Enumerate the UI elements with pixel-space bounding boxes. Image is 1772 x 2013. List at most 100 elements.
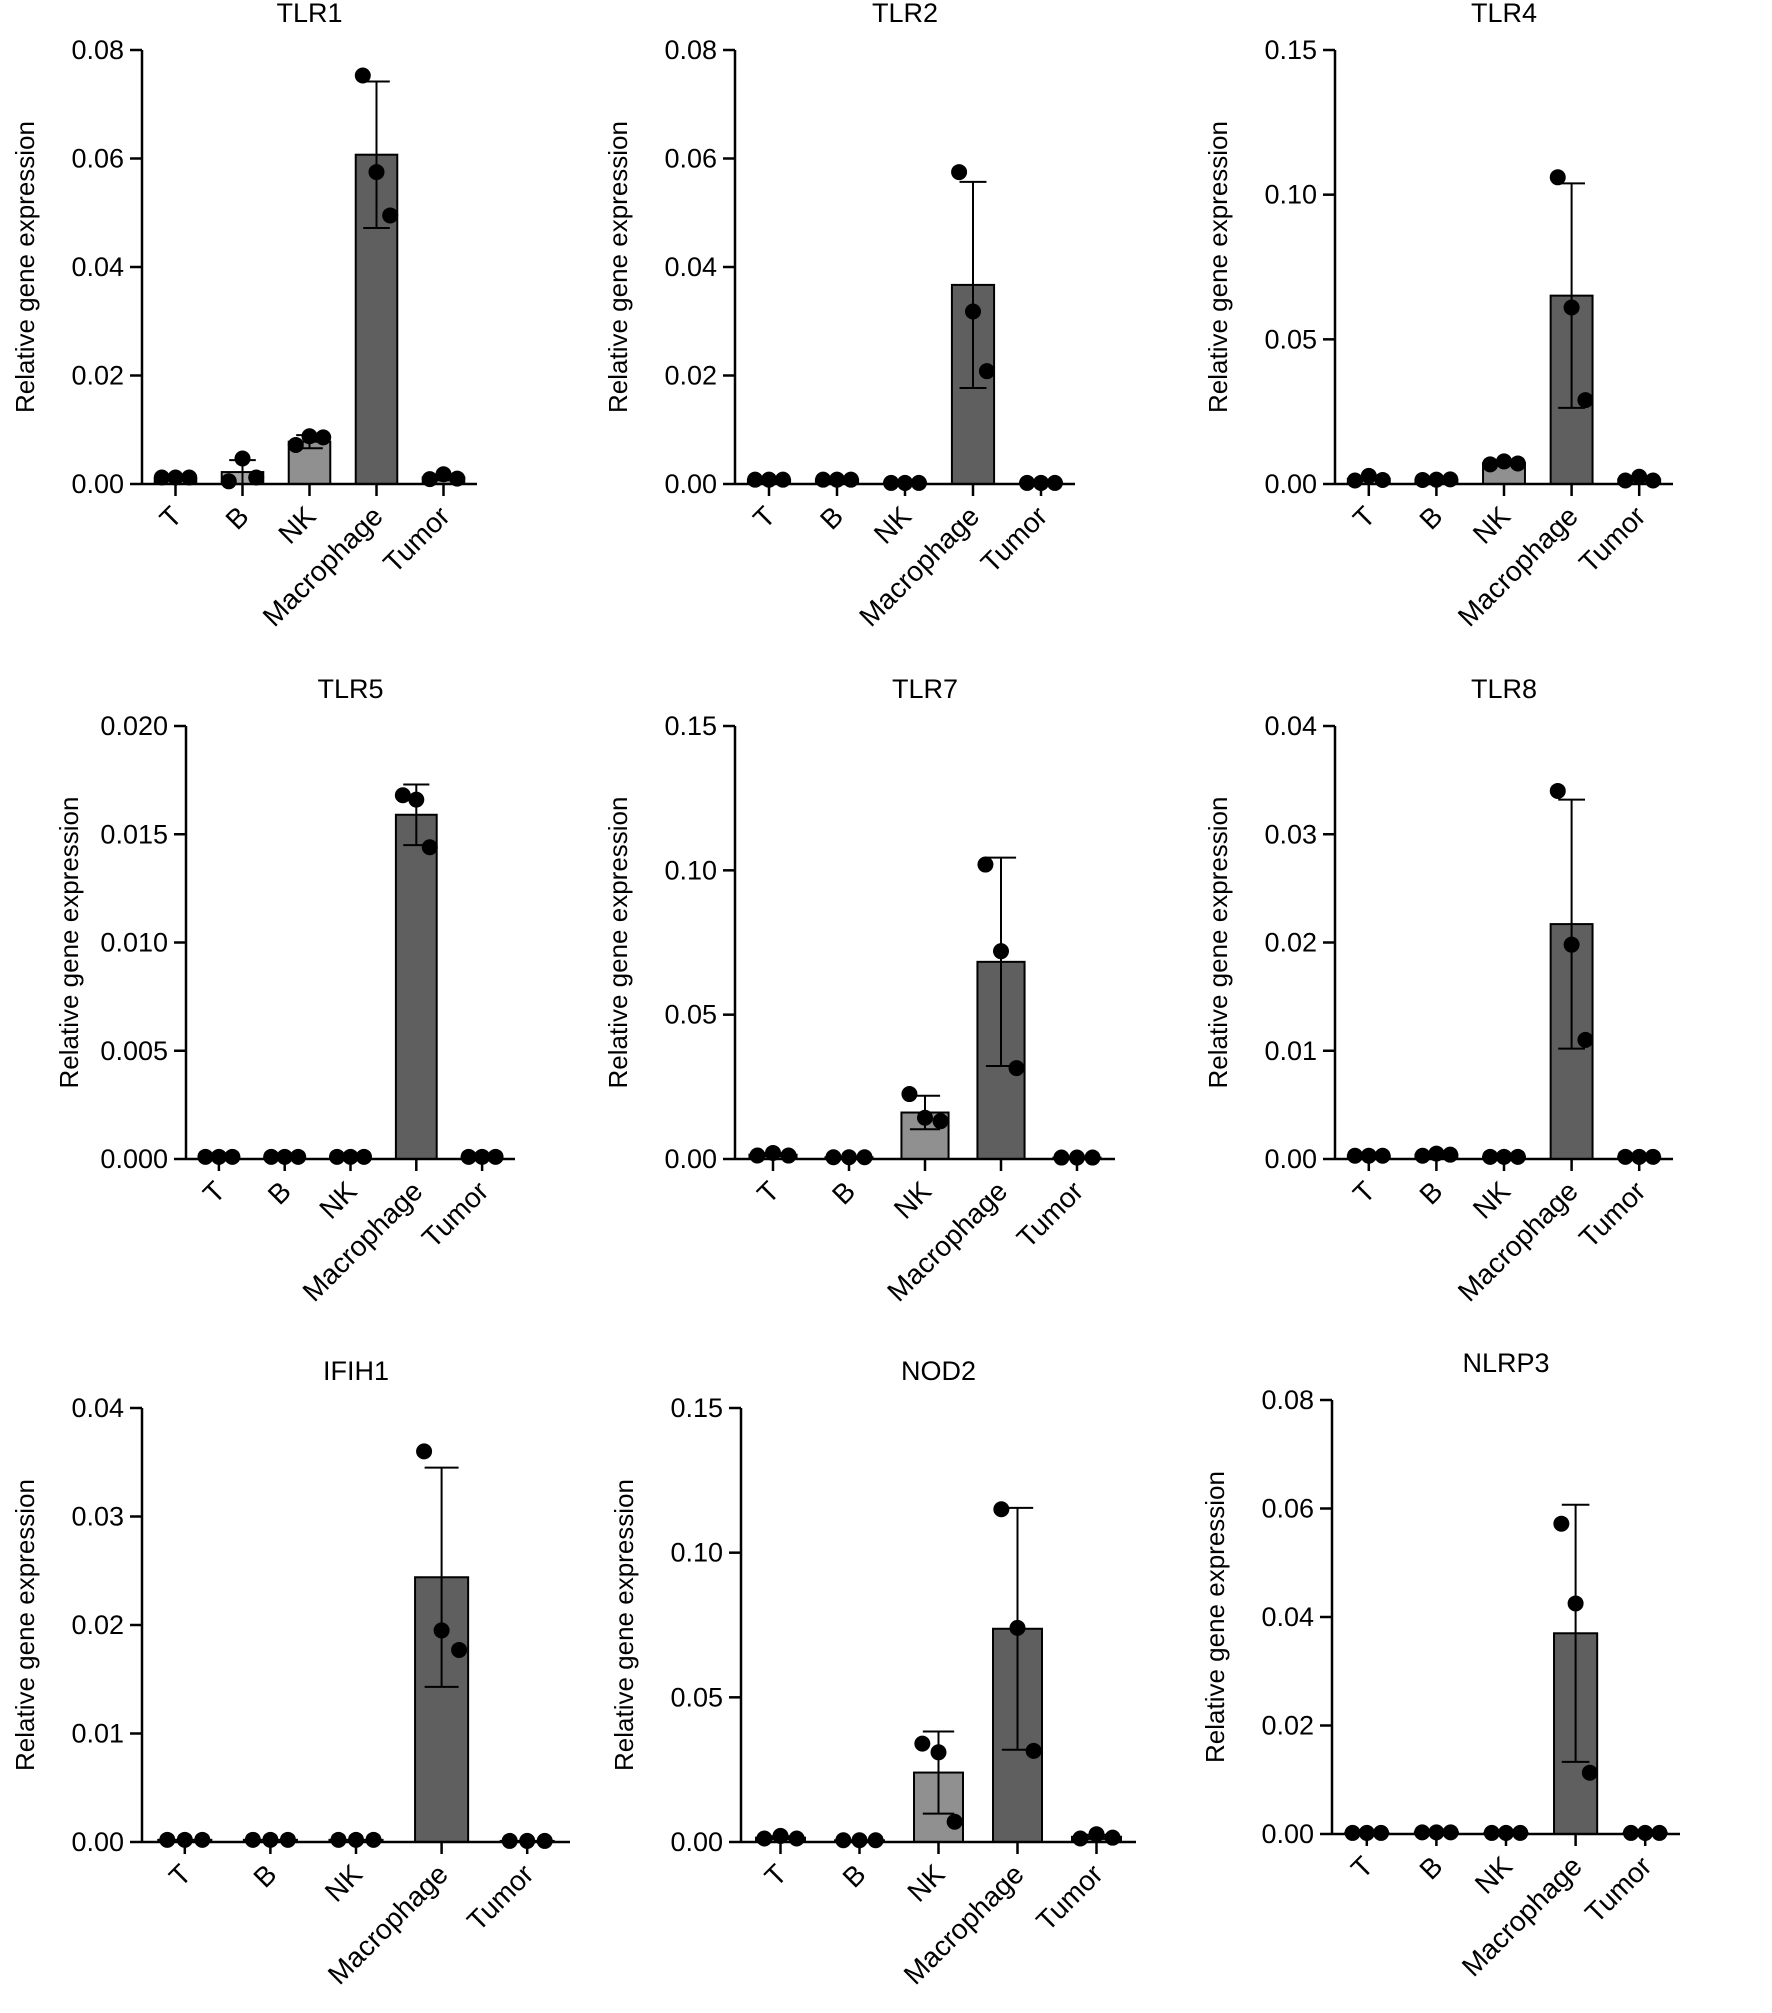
point-tlr5-t-2 [210, 1148, 227, 1165]
point-tlr4-t-3 [1374, 471, 1391, 488]
point-nod2-tumor-3 [1104, 1829, 1121, 1846]
y-axis-label-tlr1: Relative gene expression [10, 121, 40, 413]
y-tick-label-tlr7-0: 0.00 [664, 1144, 717, 1174]
point-ifih1-b-3 [279, 1831, 296, 1848]
point-nlrp3-b-1 [1414, 1824, 1431, 1841]
point-tlr7-macrophage-2 [993, 943, 1009, 960]
panel-tlr2: TLR2 Relative gene expression 0.00 0.02 0.04… [603, 0, 1075, 632]
point-nlrp3-macrophage-2 [1567, 1595, 1584, 1612]
point-nod2-b-3 [867, 1832, 884, 1849]
x-tick-label-tlr5-tumor: Tumor [416, 1175, 494, 1253]
point-tlr4-b-1 [1414, 471, 1431, 488]
y-tick-label-ifih1-4: 0.04 [71, 1393, 124, 1423]
point-tlr2-macrophage-3 [978, 363, 995, 380]
point-nod2-t-3 [788, 1830, 805, 1847]
point-ifih1-t-2 [176, 1831, 193, 1848]
y-tick-label-tlr5-1: 0.005 [100, 1036, 168, 1066]
y-tick-label-tlr5-4: 0.020 [100, 711, 168, 741]
point-tlr5-b-3 [290, 1148, 307, 1165]
point-tlr1-nk-3 [315, 429, 332, 446]
x-tick-label-tlr4-nk: NK [1467, 500, 1517, 550]
point-ifih1-b-1 [244, 1831, 261, 1848]
panel-title-nod2: NOD2 [901, 1356, 976, 1386]
x-tick-label-nlrp3-tumor: Tumor [1579, 1850, 1657, 1928]
point-tlr8-macrophage-2 [1563, 936, 1580, 953]
point-tlr2-macrophage-1 [951, 164, 968, 181]
panel-ifih1: IFIH1 Relative gene expression 0.00 0.01 0.0… [10, 1356, 570, 1990]
y-tick-label-ifih1-3: 0.03 [71, 1502, 124, 1532]
point-nod2-tumor-1 [1072, 1830, 1089, 1847]
panel-tlr5: TLR5 Relative gene expression 0.000 0.005 0.… [54, 674, 515, 1307]
point-ifih1-macrophage-3 [451, 1641, 468, 1658]
y-tick-label-tlr7-1: 0.05 [664, 1000, 717, 1030]
y-tick-label-tlr4-3: 0.15 [1264, 35, 1317, 65]
panel-tlr4: TLR4 Relative gene expression 0.00 0.05 0.10… [1203, 0, 1673, 632]
y-tick-label-nlrp3-0: 0.00 [1261, 1819, 1314, 1849]
point-nod2-macrophage-1 [993, 1501, 1010, 1518]
y-tick-label-tlr7-3: 0.15 [664, 711, 717, 741]
point-tlr4-nk-1 [1482, 456, 1499, 473]
x-tick-label-tlr2-t: T [747, 500, 781, 534]
point-tlr1-t-1 [153, 469, 170, 486]
y-tick-label-tlr2-1: 0.02 [664, 361, 717, 391]
point-tlr7-b-2 [841, 1149, 857, 1166]
x-tick-label-tlr7-tumor: Tumor [1011, 1175, 1089, 1253]
point-tlr4-t-2 [1360, 467, 1377, 484]
x-tick-label-tlr7-t: T [751, 1175, 785, 1209]
point-tlr8-tumor-1 [1617, 1148, 1634, 1165]
y-tick-label-tlr1-3: 0.06 [71, 144, 124, 174]
x-tick-label-nlrp3-nk: NK [1469, 1850, 1519, 1900]
x-tick-label-tlr4-tumor: Tumor [1573, 500, 1651, 578]
point-tlr4-nk-3 [1509, 455, 1526, 472]
point-tlr7-b-1 [825, 1149, 842, 1166]
x-tick-label-tlr7-b: B [826, 1175, 861, 1210]
point-nlrp3-macrophage-1 [1553, 1515, 1570, 1532]
x-tick-label-nod2-b: B [837, 1858, 872, 1893]
y-tick-label-nod2-1: 0.05 [670, 1682, 723, 1712]
point-tlr1-macrophage-1 [354, 67, 371, 84]
point-tlr8-macrophage-1 [1549, 782, 1566, 799]
point-nod2-t-1 [756, 1830, 773, 1847]
point-tlr4-macrophage-2 [1563, 299, 1580, 316]
point-tlr5-macrophage-2 [408, 791, 425, 808]
panel-title-tlr5: TLR5 [317, 674, 383, 704]
y-axis-label-tlr4: Relative gene expression [1203, 121, 1233, 413]
point-tlr1-b-2 [234, 450, 251, 467]
point-tlr7-tumor-3 [1084, 1149, 1101, 1166]
y-tick-label-tlr7-2: 0.10 [664, 855, 717, 885]
point-tlr5-b-2 [276, 1148, 293, 1165]
x-tick-label-ifih1-nk: NK [319, 1858, 369, 1908]
y-tick-label-tlr8-4: 0.04 [1264, 711, 1317, 741]
y-tick-label-nlrp3-4: 0.08 [1261, 1385, 1314, 1415]
y-tick-label-nod2-2: 0.10 [670, 1538, 723, 1568]
point-tlr1-tumor-3 [449, 470, 466, 487]
x-tick-label-tlr8-tumor: Tumor [1573, 1175, 1651, 1253]
y-axis-label-tlr5: Relative gene expression [54, 797, 84, 1089]
point-nod2-macrophage-3 [1025, 1742, 1042, 1759]
point-tlr8-nk-1 [1482, 1148, 1499, 1165]
point-tlr1-nk-1 [287, 436, 304, 453]
point-tlr5-tumor-2 [474, 1148, 491, 1165]
point-tlr4-tumor-1 [1617, 472, 1634, 489]
point-tlr2-b-1 [815, 471, 832, 488]
x-tick-label-tlr1-b: B [220, 500, 255, 535]
panel-nlrp3: NLRP3 Relative gene expression 0.00 0.02 0.0… [1200, 1348, 1680, 1982]
y-tick-label-nod2-3: 0.15 [670, 1393, 723, 1423]
point-tlr7-t-2 [765, 1144, 781, 1161]
y-tick-label-ifih1-2: 0.02 [71, 1610, 124, 1640]
y-tick-label-tlr1-1: 0.02 [71, 361, 124, 391]
point-tlr1-tumor-2 [435, 466, 452, 483]
x-tick-label-tlr8-b: B [1414, 1175, 1449, 1210]
y-tick-label-tlr2-3: 0.06 [664, 144, 717, 174]
panel-tlr8: TLR8 Relative gene expression 0.00 0.01 0.02… [1203, 674, 1673, 1307]
x-tick-label-nod2-tumor: Tumor [1030, 1858, 1108, 1936]
x-tick-label-nod2-t: T [759, 1858, 793, 1892]
x-tick-label-tlr8-t: T [1347, 1175, 1381, 1209]
point-ifih1-t-1 [159, 1831, 176, 1848]
point-tlr8-nk-3 [1509, 1148, 1526, 1165]
y-tick-label-tlr1-0: 0.00 [71, 469, 124, 499]
y-axis-label-tlr8: Relative gene expression [1203, 797, 1233, 1089]
point-tlr7-nk-2 [917, 1109, 933, 1126]
point-nod2-nk-2 [930, 1744, 947, 1761]
y-tick-label-tlr1-4: 0.08 [71, 35, 124, 65]
